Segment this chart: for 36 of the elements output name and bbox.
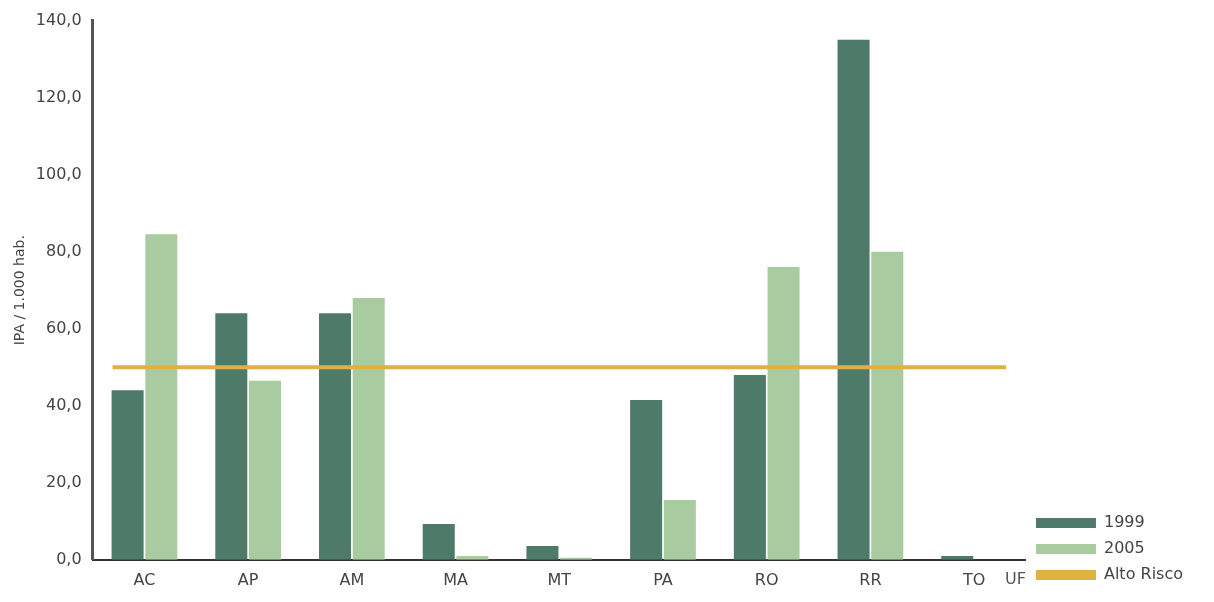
bar [352,297,385,560]
y-tick-label: 120,0 [35,86,82,106]
legend-label: Alto Risco [1103,564,1184,584]
x-tick-label: PA [653,569,673,589]
y-tick-label: 40,0 [45,394,82,414]
bar [663,500,696,560]
x-tick-label: MT [547,569,572,589]
y-tick-label: 0,0 [56,548,82,568]
bar [215,313,248,560]
bar [422,523,455,560]
x-axis-title: UF [1005,568,1026,588]
legend-label: 1999 [1103,512,1145,532]
bar [249,380,282,560]
bar [630,399,663,560]
legend-label: 2005 [1103,538,1145,558]
x-tick-label: AP [237,569,259,589]
y-axis-title: IPA / 1.000 hab. [11,235,28,346]
bar [145,234,178,560]
x-tick-label: RO [754,569,779,589]
bar [111,390,144,560]
x-tick-label: TO [961,569,986,589]
bar [526,545,559,560]
bar [837,39,870,560]
bar [767,267,800,560]
y-tick-label: 20,0 [45,471,82,491]
y-tick-label: 60,0 [45,317,82,337]
y-tick-label: 100,0 [35,163,82,183]
x-tick-label: MA [443,569,469,589]
y-tick-label: 80,0 [45,240,82,260]
bar [319,313,352,560]
x-tick-label: AC [133,569,156,589]
x-tick-label: AM [339,569,365,589]
bar [733,374,766,560]
y-tick-label: 140,0 [35,9,82,29]
x-tick-label: RR [859,569,882,589]
bar [871,251,904,560]
